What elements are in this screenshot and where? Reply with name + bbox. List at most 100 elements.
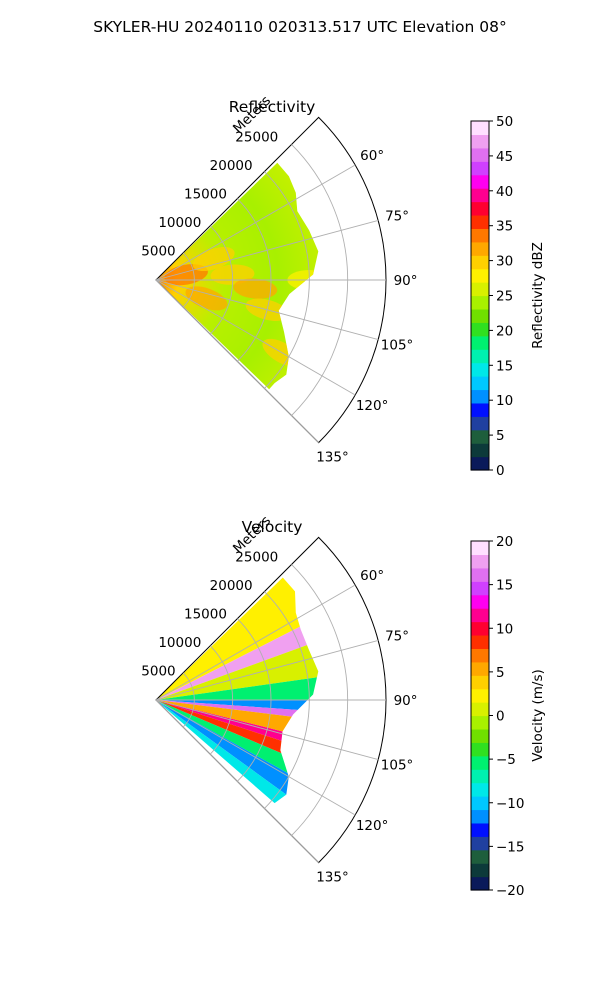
colorbar-swatch	[471, 322, 489, 337]
colorbar-swatch	[471, 608, 489, 623]
colorbar-swatch	[471, 715, 489, 730]
colorbar-swatch	[471, 268, 489, 283]
range-tick-label: 25000	[235, 550, 278, 566]
colorbar-swatch	[471, 567, 489, 582]
colorbar-swatch	[471, 335, 489, 350]
colorbar-swatch	[471, 201, 489, 216]
range-tick-label: 15000	[184, 187, 227, 203]
colorbar-swatch	[471, 429, 489, 444]
colorbar-swatch	[471, 349, 489, 364]
colorbar-swatch	[471, 769, 489, 784]
colorbar-swatch	[471, 147, 489, 162]
colorbar-swatch	[471, 188, 489, 203]
colorbar-swatch	[471, 554, 489, 569]
colorbar-tick-label: 45	[496, 149, 513, 165]
colorbar-swatch	[471, 402, 489, 417]
colorbar-swatch	[471, 728, 489, 743]
angle-tick-label: 60°	[360, 148, 384, 164]
range-tick-label: 10000	[158, 215, 201, 231]
azimuth-gridline	[155, 164, 356, 281]
azimuth-gridline	[155, 279, 319, 443]
colorbar-tick-label: 20	[496, 323, 513, 339]
angle-tick-label: 120°	[356, 818, 389, 834]
colorbar-swatch	[471, 443, 489, 458]
colorbar-swatch	[471, 456, 489, 471]
colorbar-swatch	[471, 702, 489, 717]
azimuth-gridline	[155, 279, 356, 396]
colorbar-swatch	[471, 876, 489, 891]
colorbar-tick-label: 20	[496, 534, 513, 550]
azimuth-gridline	[155, 279, 379, 340]
colorbar-swatch	[471, 836, 489, 851]
colorbar-swatch	[471, 161, 489, 176]
range-tick-label: 5000	[141, 244, 175, 260]
colorbar-swatch	[471, 809, 489, 824]
colorbar-tick-label: 10	[496, 393, 513, 409]
colorbar-swatch	[471, 214, 489, 229]
colorbar-tick-label: 5	[496, 665, 505, 681]
reflectivity-core	[185, 286, 228, 311]
angle-tick-label: 105°	[381, 758, 414, 774]
velocity-band	[156, 700, 319, 810]
colorbar-swatch	[471, 255, 489, 270]
colorbar-swatch	[471, 416, 489, 431]
reflectivity-colorbar: 0 5 10 15 20 25 30 35 40 45 50 Reflectivity dBZ	[470, 114, 546, 479]
velocity-band	[156, 700, 319, 756]
velocity-band	[156, 700, 319, 790]
colorbar-swatch	[471, 228, 489, 243]
colorbar-label: Velocity (m/s)	[530, 669, 546, 762]
colorbar-swatch	[471, 782, 489, 797]
colorbar-swatch	[471, 376, 489, 391]
colorbar-swatch	[471, 755, 489, 770]
colorbar-tick-label: −10	[496, 796, 525, 812]
colorbar-swatch	[471, 661, 489, 676]
colorbar-tick-label: −5	[496, 752, 516, 768]
colorbar-swatch	[471, 634, 489, 649]
colorbar-tick-label: 50	[496, 114, 513, 130]
azimuth-gridline	[155, 220, 379, 281]
colorbar-tick-label: 25	[496, 289, 513, 305]
velocity-colorbar: −20 −15 −10 −5 0 5 10 15 20 Velocity (m/s)	[470, 534, 546, 899]
colorbar-swatch	[471, 295, 489, 310]
colorbar-swatch	[471, 849, 489, 864]
angle-tick-label: 75°	[385, 628, 409, 644]
reflectivity-title: Reflectivity	[229, 98, 316, 116]
reflectivity-core	[233, 278, 278, 299]
colorbar-swatch	[471, 675, 489, 690]
colorbar-swatch	[471, 121, 489, 136]
azimuth-gridline	[155, 699, 356, 816]
range-tick-label: 10000	[158, 635, 201, 651]
range-tick-label: 20000	[210, 158, 253, 174]
colorbar-tick-label: 0	[496, 463, 505, 479]
colorbar-tick-label: 30	[496, 254, 513, 270]
colorbar-tick-label: 15	[496, 358, 513, 374]
angle-tick-label: 60°	[360, 568, 384, 584]
angle-tick-label: 135°	[316, 449, 349, 465]
figure-title: SKYLER-HU 20240110 020313.517 UTC Elevat…	[93, 18, 507, 36]
azimuth-gridline	[155, 584, 356, 701]
azimuth-gridline	[155, 699, 379, 760]
colorbar-tick-label: 35	[496, 219, 513, 235]
azimuth-gridline	[155, 640, 379, 701]
colorbar-swatch	[471, 174, 489, 189]
colorbar-swatch	[471, 581, 489, 596]
range-tick-label: 20000	[210, 578, 253, 594]
angle-tick-label: 105°	[381, 338, 414, 354]
angle-tick-label: 90°	[394, 693, 418, 709]
colorbar-swatch	[471, 648, 489, 663]
velocity-band	[156, 700, 319, 729]
colorbar-tick-label: −20	[496, 883, 525, 899]
colorbar-swatch	[471, 389, 489, 404]
velocity-band	[156, 667, 319, 700]
colorbar-swatch	[471, 282, 489, 297]
colorbar-swatch	[471, 822, 489, 837]
colorbar-swatch	[471, 362, 489, 377]
velocity-title: Velocity	[242, 518, 303, 536]
colorbar-swatch	[471, 742, 489, 757]
velocity-band	[156, 621, 319, 700]
angle-tick-label: 135°	[316, 869, 349, 885]
reflectivity-panel: 5000 10000 15000 20000 25000 60° 75° 90° 105° 120…	[141, 93, 546, 479]
colorbar-tick-label: 5	[496, 428, 505, 444]
colorbar-swatch	[471, 688, 489, 703]
